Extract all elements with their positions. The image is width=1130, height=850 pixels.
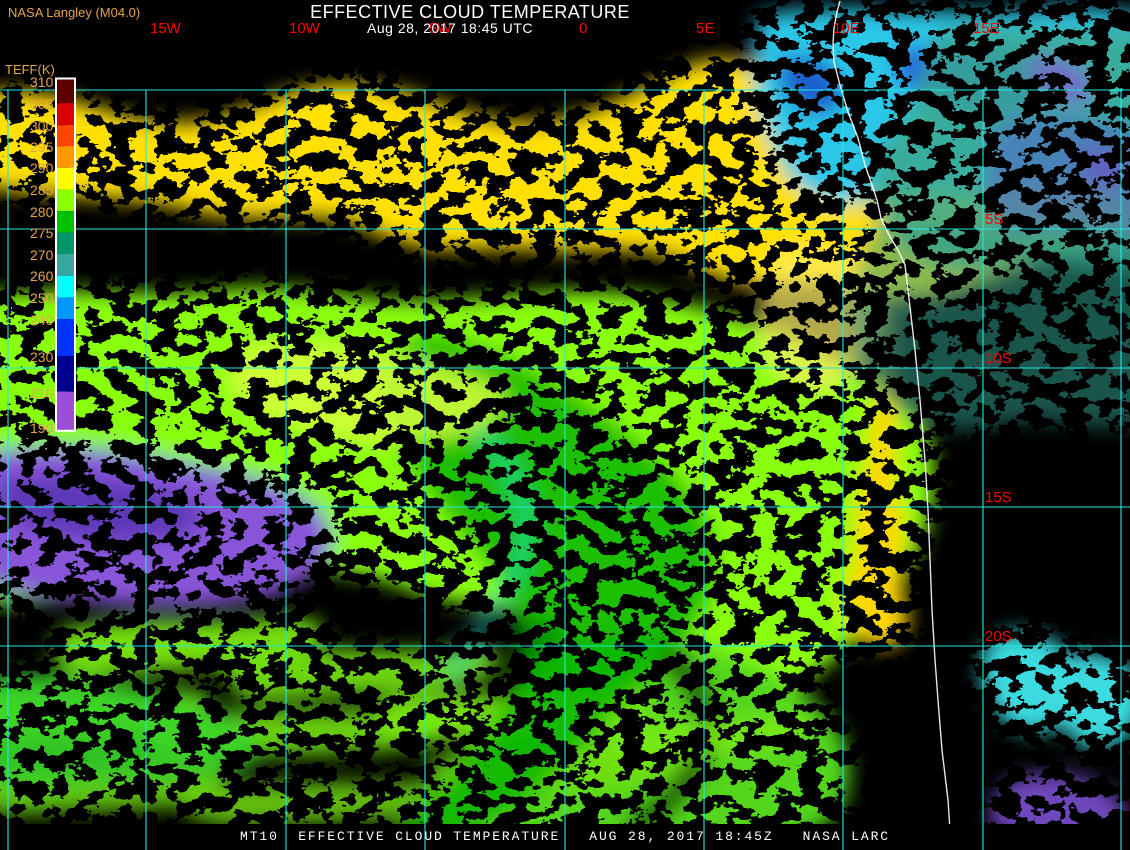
svg-text:300: 300: [30, 118, 54, 134]
svg-text:270: 270: [30, 247, 54, 263]
svg-text:295: 295: [30, 139, 54, 155]
svg-text:290: 290: [30, 160, 54, 176]
svg-text:305: 305: [30, 96, 54, 112]
svg-text:280: 280: [30, 204, 54, 220]
svg-text:190: 190: [30, 420, 54, 436]
svg-text:310: 310: [30, 74, 54, 90]
svg-text:250: 250: [30, 290, 54, 306]
svg-text:285: 285: [30, 182, 54, 198]
svg-text:210: 210: [30, 385, 54, 401]
svg-text:275: 275: [30, 225, 54, 241]
svg-text:240: 240: [30, 312, 54, 328]
svg-text:230: 230: [30, 349, 54, 365]
svg-text:260: 260: [30, 268, 54, 284]
